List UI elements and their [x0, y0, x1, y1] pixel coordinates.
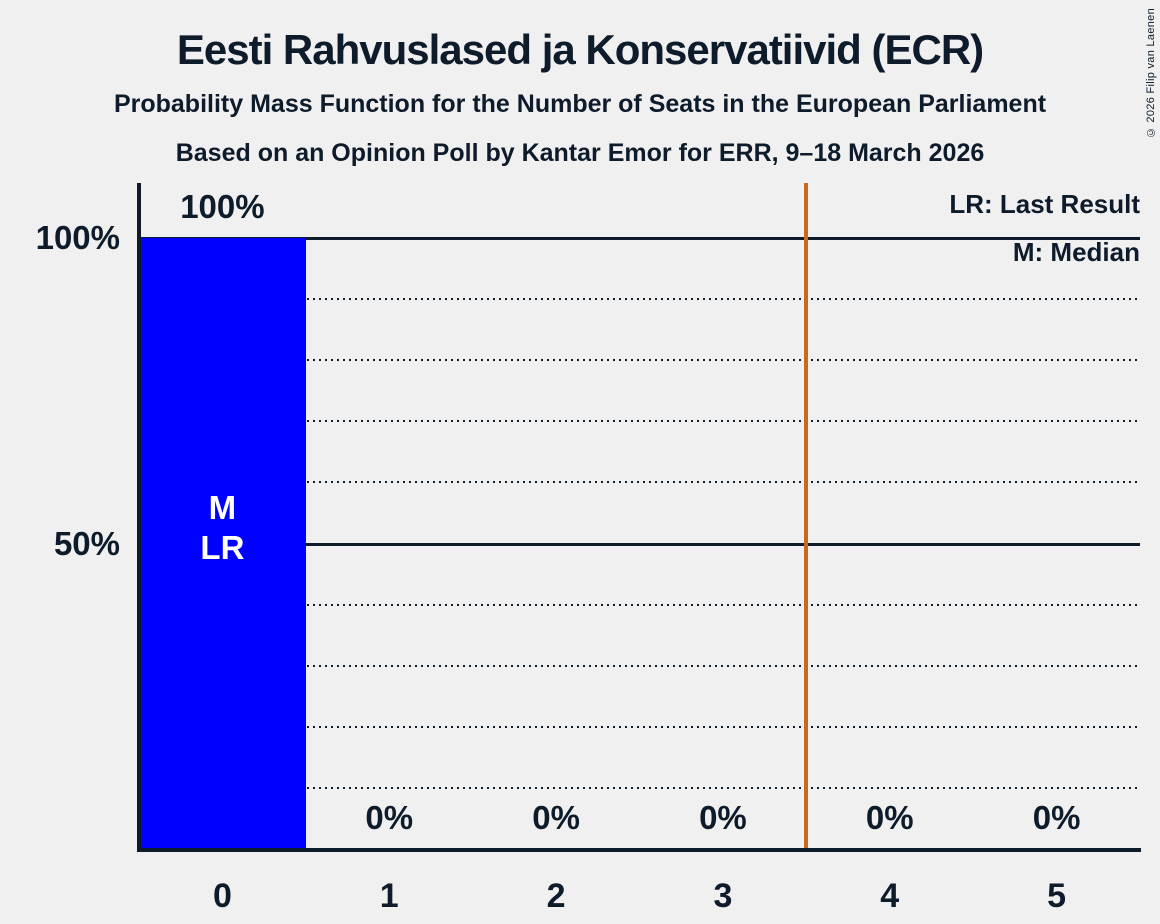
- gridline-dotted-10: [139, 786, 1140, 789]
- value-label-seats-0: 100%: [180, 188, 265, 225]
- chart-source-line: Based on an Opinion Poll by Kantar Emor …: [175, 139, 985, 167]
- gridline-dotted-80: [139, 359, 1140, 362]
- bar-seats-0: M LR: [139, 238, 306, 849]
- x-tick-label-1: 1: [379, 877, 399, 915]
- gridline-dotted-20: [139, 725, 1140, 728]
- gridline-dotted-40: [139, 603, 1140, 606]
- value-label-seats-2: 0%: [532, 799, 580, 836]
- value-label-seats-4: 0%: [865, 799, 914, 836]
- value-label-seats-1: 0%: [365, 799, 414, 836]
- legend-median: M: Median: [1012, 237, 1140, 267]
- x-tick-label-3: 3: [713, 877, 733, 915]
- y-axis-line: [137, 183, 141, 852]
- gridline-dotted-60: [139, 481, 1140, 484]
- threshold-vertical-line: [804, 183, 809, 849]
- gridline-dotted-30: [139, 664, 1140, 667]
- x-tick-label-2: 2: [546, 877, 566, 915]
- value-label-seats-3: 0%: [699, 799, 747, 836]
- chart-subtitle: Probability Mass Function for the Number…: [113, 90, 1047, 118]
- chart-title: Eesti Rahvuslased ja Konservatiivid (ECR…: [176, 26, 984, 73]
- copyright-notice: © 2026 Filip van Laenen: [1145, 8, 1157, 139]
- x-tick-label-5: 5: [1047, 877, 1067, 915]
- x-axis-line: [137, 848, 1141, 852]
- x-tick-label-4: 4: [880, 877, 900, 915]
- gridline-solid-50: [139, 542, 1140, 546]
- x-tick-label-0: 0: [212, 877, 232, 915]
- gridline-solid-100: [139, 237, 1140, 240]
- gridline-dotted-90: [139, 298, 1140, 301]
- legend-last-result: LR: Last Result: [949, 189, 1140, 219]
- y-tick-label-100: 100%: [35, 219, 120, 256]
- plot-area: M LR 100% 0 0% 1 0% 2 0% 3 0% 4 0% 5: [139, 183, 1140, 915]
- y-tick-label-50: 50%: [53, 524, 120, 562]
- bar-annotation-median-last-result: M LR: [200, 489, 245, 566]
- gridline-dotted-70: [139, 420, 1140, 423]
- value-label-seats-5: 0%: [1032, 799, 1081, 836]
